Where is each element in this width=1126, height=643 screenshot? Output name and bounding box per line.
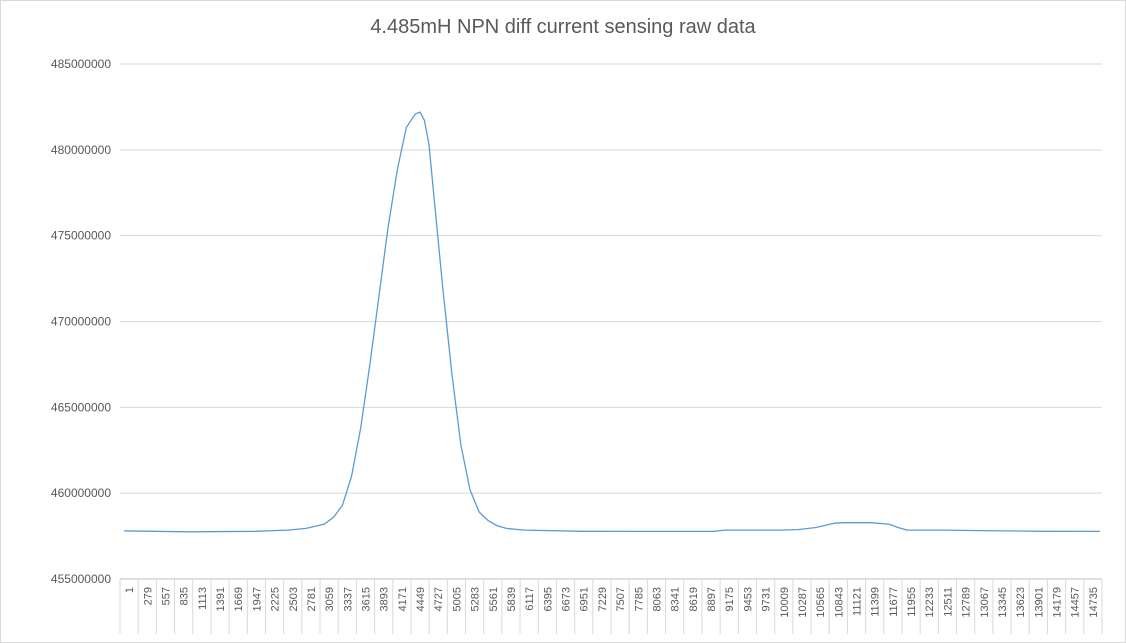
x-tick-label: 2225: [270, 587, 282, 611]
x-tick-label: 4171: [397, 587, 409, 611]
x-tick-label: 12789: [961, 587, 973, 618]
x-tick-label: 9453: [742, 587, 754, 611]
x-tick-label: 279: [142, 587, 154, 605]
x-tick-label: 5005: [451, 587, 463, 611]
x-tick-label: 4727: [433, 587, 445, 611]
x-tick-label: 5839: [506, 587, 518, 611]
x-tick-label: 8619: [688, 587, 700, 611]
x-tick-label: 12233: [924, 587, 936, 618]
x-tick-label: 4449: [415, 587, 427, 611]
x-tick-label: 6673: [561, 587, 573, 611]
x-tick-label: 11955: [906, 587, 918, 617]
x-tick-label: 9731: [761, 587, 773, 611]
x-tick-label: 13345: [997, 587, 1009, 618]
x-tick-label: 14179: [1052, 587, 1064, 618]
x-tick-label: 9175: [724, 587, 736, 611]
x-tick-label: 10009: [779, 587, 791, 618]
x-tick-label: 1669: [233, 587, 245, 611]
x-tick-label: 10843: [833, 587, 845, 618]
series-group: [123, 111, 1101, 533]
y-tick-label: 460000000: [51, 486, 111, 500]
x-tick-label: 1: [124, 587, 136, 593]
x-tick-label: 7507: [615, 587, 627, 611]
x-axis-ticks: 1 279 557 835 1113 1391 1669 1947 2225 2503 2781 30…: [119, 579, 1103, 634]
x-tick-label: 11399: [870, 587, 882, 617]
gridlines: [120, 63, 1102, 580]
x-tick-label: 3615: [361, 587, 373, 611]
x-tick-label: 1947: [251, 587, 263, 611]
x-tick-label: 12511: [942, 587, 954, 617]
y-axis-ticks: 455000000 460000000 465000000 470000000 4750…: [51, 57, 111, 586]
x-tick-label: 14735: [1088, 587, 1100, 618]
y-tick-label: 475000000: [51, 229, 111, 243]
x-tick-label: 13067: [979, 587, 991, 618]
y-tick-label: 480000000: [51, 143, 111, 157]
x-tick-label: 8341: [670, 587, 682, 611]
x-tick-label: 2781: [306, 587, 318, 611]
x-tick-label: 835: [179, 587, 191, 605]
series-line: [123, 111, 1101, 533]
y-tick-label: 485000000: [51, 57, 111, 71]
x-tick-label: 557: [160, 587, 172, 605]
x-tick-label: 1391: [215, 587, 227, 611]
x-tick-label: 2503: [288, 587, 300, 611]
x-tick-label: 3337: [342, 587, 354, 611]
x-tick-label: 14457: [1070, 587, 1082, 618]
x-tick-label: 5283: [470, 587, 482, 611]
x-tick-label: 6951: [579, 587, 591, 611]
x-tick-label: 3893: [379, 587, 391, 611]
x-tick-label: 3059: [324, 587, 336, 611]
y-tick-label: 470000000: [51, 315, 111, 329]
x-tick-label: 5561: [488, 587, 500, 611]
x-tick-label: 8897: [706, 587, 718, 611]
x-tick-label: 11677: [888, 587, 900, 617]
x-tick-label: 11121: [852, 587, 864, 616]
x-tick-label: 7785: [633, 587, 645, 611]
x-tick-label: 7229: [597, 587, 609, 611]
x-tick-label: 10287: [797, 587, 809, 618]
x-tick-label: 8063: [651, 587, 663, 611]
x-tick-label: 13623: [1015, 587, 1027, 618]
x-tick-label: 13901: [1033, 587, 1045, 618]
chart-title: 4.485mH NPN diff current sensing raw dat…: [370, 16, 756, 38]
x-tick-label: 10565: [815, 587, 827, 618]
x-tick-label: 6117: [524, 587, 536, 611]
y-tick-label: 455000000: [51, 572, 111, 586]
x-tick-label: 1113: [197, 587, 209, 610]
x-tick-label: 6395: [542, 587, 554, 611]
y-tick-label: 465000000: [51, 400, 111, 414]
